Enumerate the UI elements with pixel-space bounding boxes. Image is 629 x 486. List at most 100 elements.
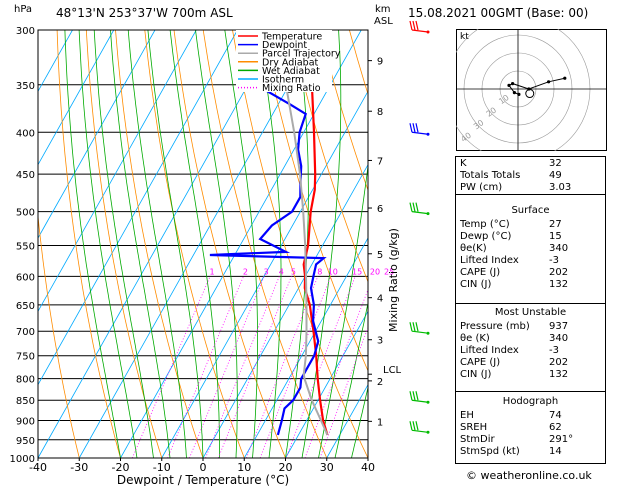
mixing-ratio-line — [131, 276, 211, 458]
pressure-tick-label: 850 — [16, 396, 35, 407]
wet-adiabat-line — [318, 162, 368, 458]
temperature-tick-label: -10 — [153, 461, 171, 474]
pressure-tick-label: 750 — [16, 352, 35, 363]
dry-adiabat-line — [38, 212, 80, 458]
asl-axis-unit: ASL — [374, 16, 393, 27]
mixing-ratio-label: 20 — [370, 267, 380, 276]
hodograph-point — [517, 92, 521, 96]
dry-adiabat-line — [56, 30, 121, 458]
mixing-ratio-line — [319, 326, 368, 458]
temperature-series-line — [302, 30, 329, 436]
legend-label: Dry Adiabat — [262, 57, 319, 68]
legend-label: Parcel Trajectory — [262, 49, 341, 60]
pressure-tick-label: 950 — [16, 436, 35, 447]
wet-adiabat-line — [195, 30, 238, 458]
parcel-trajectory-series-line — [271, 30, 329, 436]
index-value: 74 — [549, 410, 562, 421]
wet-adiabat-line — [169, 30, 220, 458]
isotherm-line — [161, 90, 368, 458]
height-tick-label: 2 — [377, 377, 383, 388]
legend-label: Dewpoint — [262, 40, 307, 51]
height-tick-label: 5 — [377, 250, 383, 261]
mixing-ratio-axis-label: Mixing Ratio (g/kg) — [387, 228, 400, 332]
pressure-tick-label: 450 — [16, 170, 35, 181]
index-value: 132 — [549, 279, 569, 290]
hodograph-point — [563, 76, 567, 80]
index-value: 291° — [549, 434, 574, 445]
hodograph-point — [512, 91, 516, 95]
temperature-tick-label: 30 — [320, 461, 334, 474]
isotherm-line — [285, 310, 368, 458]
mixing-ratio-label: 8 — [317, 267, 322, 276]
wind-barb-icon — [409, 123, 430, 136]
wet-adiabat-line — [334, 300, 368, 458]
panel-separator — [455, 303, 606, 304]
wet-adiabat-line — [93, 30, 154, 458]
index-label: K — [460, 158, 467, 169]
wet-adiabat-line — [78, 30, 138, 458]
pressure-tick-label: 600 — [16, 272, 35, 283]
panel-separator — [455, 156, 606, 157]
index-value: 49 — [549, 170, 562, 181]
hodograph-section-title: Hodograph — [502, 396, 559, 407]
mixing-ratio-line — [189, 276, 265, 458]
hodograph-point — [507, 83, 511, 87]
wet-adiabat-line — [258, 30, 282, 458]
wet-adiabat-line — [110, 30, 171, 458]
index-value: -3 — [549, 255, 559, 266]
hodograph-unit-label: kt — [460, 32, 469, 42]
isotherm-line — [38, 30, 115, 166]
height-tick-label: 6 — [377, 204, 383, 215]
isotherm-line — [326, 383, 368, 458]
lcl-label: LCL — [383, 365, 402, 376]
legend-label: Mixing Ratio — [262, 83, 321, 94]
index-value: 340 — [549, 243, 569, 254]
index-label: SREH — [460, 422, 488, 433]
mixing-ratio-label: 3 — [264, 267, 269, 276]
index-label: Lifted Index — [460, 345, 519, 356]
mixing-ratio-label: 5 — [291, 267, 296, 276]
panel-separator — [455, 391, 606, 392]
most-unstable-section-title: Most Unstable — [494, 307, 567, 318]
km-axis-unit: km — [375, 4, 391, 15]
isotherm-line — [38, 30, 156, 239]
pressure-tick-label: 650 — [16, 301, 35, 312]
storm-motion-marker — [525, 89, 535, 99]
dry-adiabat-line — [115, 30, 204, 458]
wet-adiabat-line — [351, 385, 368, 458]
station-location: 48°13'N 253°37'W 700m ASL — [56, 6, 233, 20]
dry-adiabat-line — [613, 30, 629, 458]
index-label: CAPE (J) — [460, 267, 501, 278]
mixing-ratio-label: 4 — [279, 267, 284, 276]
isotherm-line — [38, 30, 280, 458]
index-value: 27 — [549, 219, 562, 230]
forecast-datetime: 15.08.2021 00GMT (Base: 00) — [408, 6, 589, 20]
copyright-footer: © weatheronline.co.uk — [466, 469, 592, 482]
index-value: 15 — [549, 231, 562, 242]
wind-barb-icon — [409, 421, 430, 434]
pressure-tick-label: 350 — [16, 81, 35, 92]
mixing-ratio-line — [167, 276, 244, 458]
wind-barb-icon — [409, 20, 430, 34]
height-tick-label: 9 — [377, 57, 383, 68]
index-value: 340 — [549, 333, 569, 344]
index-value: 202 — [549, 357, 569, 368]
wind-barb-icon — [409, 202, 430, 216]
index-value: -3 — [549, 345, 559, 356]
index-value: 937 — [549, 321, 569, 332]
index-label: θe(K) — [460, 243, 487, 254]
pressure-tick-label: 900 — [16, 417, 35, 428]
height-tick-label: 1 — [377, 417, 383, 428]
wind-barb-icon — [409, 391, 430, 404]
temperature-tick-label: -30 — [70, 461, 88, 474]
hodograph-point — [547, 80, 551, 84]
mixing-ratio-label: 1 — [210, 267, 215, 276]
index-value: 202 — [549, 267, 569, 278]
isotherm-line — [38, 30, 238, 386]
index-value: 14 — [549, 446, 562, 457]
isotherm-line — [243, 237, 368, 458]
mixing-ratio-line — [304, 288, 368, 458]
index-label: EH — [460, 410, 474, 421]
